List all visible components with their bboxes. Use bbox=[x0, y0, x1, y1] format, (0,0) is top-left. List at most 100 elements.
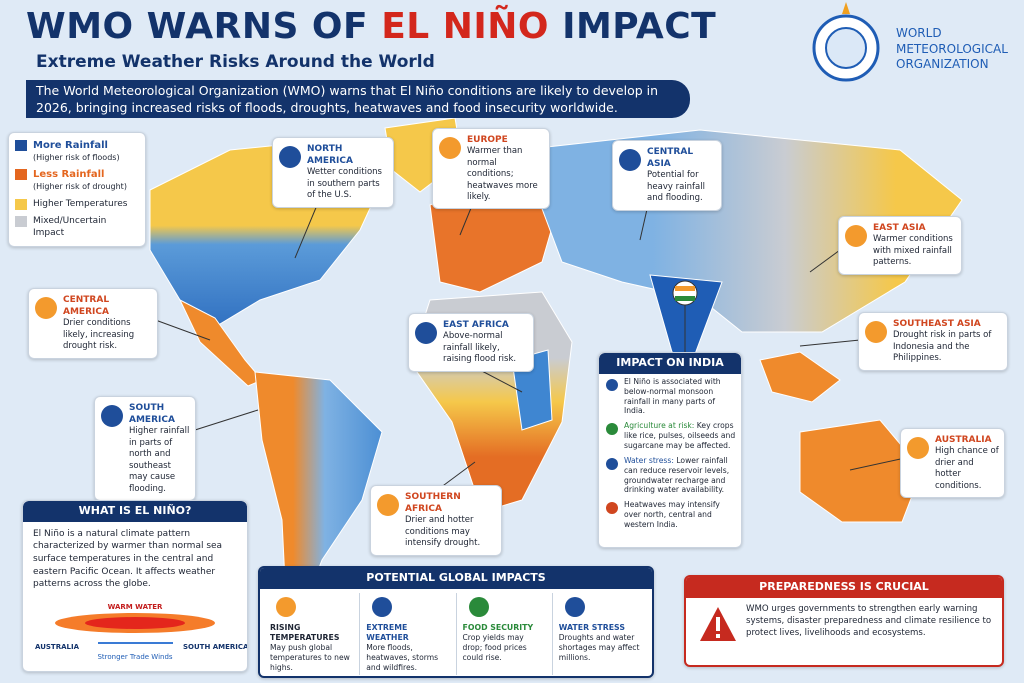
region-title: AUSTRALIA bbox=[935, 435, 992, 445]
legend-label: Mixed/Uncertain Impact bbox=[33, 215, 107, 238]
region-title: NORTH AMERICA bbox=[307, 144, 353, 167]
preparedness-box: PREPAREDNESS IS CRUCIAL WMO urges govern… bbox=[684, 575, 1004, 667]
region-title: CENTRAL ASIA bbox=[647, 147, 694, 170]
india-text: Key crops like rice, pulses, oilseeds an… bbox=[624, 421, 736, 450]
india-icon bbox=[606, 423, 618, 436]
india-lead: Agriculture at risk: bbox=[624, 421, 695, 431]
preparedness-title: PREPAREDNESS IS CRUCIAL bbox=[686, 577, 1002, 598]
impact-item: RISING TEMPERATURES May push global tempe… bbox=[264, 593, 359, 675]
preparedness-text: WMO urges governments to strengthen earl… bbox=[746, 604, 992, 639]
impact-item: FOOD SECURITY Crop yields may drop; food … bbox=[455, 592, 552, 675]
impact-title: WATER STRESS bbox=[558, 622, 625, 632]
impact-icon bbox=[276, 596, 296, 617]
region-text: Warmer than normal conditions; heatwaves… bbox=[467, 146, 538, 203]
title-highlight: EL NIÑO bbox=[381, 6, 550, 47]
india-text: El Niño is associated with below-normal … bbox=[624, 376, 721, 416]
intro: The World Meteorological Organization (W… bbox=[26, 80, 690, 118]
legend-swatch bbox=[15, 198, 27, 210]
legend-item: Less Rainfall (Higher risk of drought) bbox=[15, 168, 139, 192]
title-start: WMO WARNS OF bbox=[26, 6, 369, 47]
wmo-logo bbox=[812, 2, 880, 82]
warning-icon bbox=[700, 607, 736, 641]
impact-text: Droughts and water shortages may affect … bbox=[558, 632, 640, 662]
region-icon bbox=[619, 149, 641, 171]
region-callout: CENTRAL AMERICA Drier conditions likely, … bbox=[28, 288, 158, 359]
legend-label: Higher Temperatures bbox=[33, 198, 128, 209]
region-text: Drier conditions likely, increasing drou… bbox=[63, 318, 135, 352]
india-item: Heatwaves may intensify over north, cent… bbox=[604, 500, 736, 530]
what-is-box: WHAT IS EL NIÑO? El Niño is a natural cl… bbox=[22, 500, 248, 672]
region-icon bbox=[439, 137, 461, 159]
india-lead: Water stress: bbox=[624, 455, 674, 465]
impact-icon bbox=[468, 596, 489, 617]
india-icon bbox=[606, 378, 618, 391]
region-callout: EAST ASIA Warmer conditions with mixed ra… bbox=[838, 216, 962, 275]
impact-title: EXTREME WEATHER bbox=[366, 622, 409, 642]
left-label: AUSTRALIA bbox=[35, 643, 80, 651]
india-title: IMPACT ON INDIA bbox=[599, 353, 741, 374]
india-box: IMPACT ON INDIA El Niño is associated wi… bbox=[598, 352, 742, 548]
region-text: Above-normal rainfall likely, raising fl… bbox=[443, 331, 517, 365]
region-callout: SOUTHEAST ASIA Drought risk in parts of I… bbox=[858, 312, 1008, 371]
title-end: IMPACT bbox=[562, 6, 717, 47]
region-callout: AUSTRALIA High chance of drier and hotter… bbox=[900, 428, 1005, 499]
region-icon bbox=[279, 146, 301, 168]
impact-item: WATER STRESS Droughts and water shortages… bbox=[551, 592, 648, 675]
impact-icon bbox=[564, 596, 585, 617]
org-name: WORLD METEOROLOGICAL ORGANIZATION bbox=[896, 26, 1008, 73]
india-item: Water stress: Lower rainfall can reduce … bbox=[604, 456, 736, 495]
region-text: Wetter conditions in southern parts of t… bbox=[307, 167, 382, 201]
impact-item: EXTREME WEATHER More floods, heatwaves, s… bbox=[359, 592, 455, 675]
region-callout: EUROPE Warmer than normal conditions; hea… bbox=[432, 128, 550, 210]
impacts-box: POTENTIAL GLOBAL IMPACTS RISING TEMPERAT… bbox=[258, 566, 654, 678]
legend-swatch bbox=[15, 215, 27, 227]
region-title: EAST AFRICA bbox=[443, 320, 509, 330]
legend-item: Higher Temperatures bbox=[15, 198, 139, 210]
title: WMO WARNS OF EL NIÑO IMPACT bbox=[26, 6, 716, 47]
region-title: SOUTHEAST ASIA bbox=[893, 319, 981, 329]
india-flag bbox=[672, 280, 698, 306]
legend-label: More Rainfall bbox=[33, 140, 108, 151]
india-icon bbox=[606, 457, 618, 470]
region-icon bbox=[415, 322, 437, 344]
region-text: High chance of drier and hotter conditio… bbox=[935, 446, 999, 491]
legend-note: (Higher risk of floods) bbox=[33, 152, 120, 162]
region-callout: EAST AFRICA Above-normal rainfall likely,… bbox=[408, 313, 534, 372]
subtitle: Extreme Weather Risks Around the World bbox=[36, 52, 435, 72]
legend-item: More Rainfall (Higher risk of floods) bbox=[15, 139, 139, 163]
india-text: Lower rainfall can reduce reservoir leve… bbox=[624, 455, 730, 495]
region-icon bbox=[865, 321, 887, 343]
region-text: Drier and hotter conditions may intensif… bbox=[405, 515, 481, 549]
india-item: El Niño is associated with below-normal … bbox=[604, 377, 736, 416]
india-text: Heatwaves may intensify over north, cent… bbox=[624, 500, 720, 530]
region-icon bbox=[907, 437, 929, 459]
region-text: Higher rainfall in parts of north and so… bbox=[129, 426, 190, 494]
region-icon bbox=[101, 405, 123, 427]
impact-title: FOOD SECURITY bbox=[462, 622, 534, 632]
region-title: SOUTH AMERICA bbox=[129, 403, 175, 426]
what-is-text: El Niño is a natural climate pattern cha… bbox=[33, 528, 223, 590]
impact-text: May push global temperatures to new high… bbox=[270, 643, 350, 672]
warm-water-label: WARM WATER bbox=[108, 603, 163, 611]
region-text: Potential for heavy rainfall and floodin… bbox=[647, 170, 705, 204]
region-callout: SOUTHERN AFRICA Drier and hotter conditio… bbox=[370, 485, 502, 556]
legend-swatch bbox=[15, 169, 27, 181]
region-callout: NORTH AMERICA Wetter conditions in southe… bbox=[272, 137, 394, 208]
india-icon bbox=[606, 502, 618, 515]
legend-item: Mixed/Uncertain Impact bbox=[15, 215, 139, 239]
impacts-title: POTENTIAL GLOBAL IMPACTS bbox=[260, 568, 652, 589]
el-nino-diagram: WARM WATER AUSTRALIA SOUTH AMERICA Stron… bbox=[35, 603, 247, 661]
legend-swatch bbox=[15, 140, 27, 151]
region-callout: CENTRAL ASIA Potential for heavy rainfall… bbox=[612, 140, 722, 211]
what-is-title: WHAT IS EL NIÑO? bbox=[23, 501, 247, 522]
impact-text: Crop yields may drop; food prices could … bbox=[462, 632, 527, 662]
legend-note: (Higher risk of drought) bbox=[33, 181, 127, 191]
impact-icon bbox=[372, 596, 393, 617]
region-icon bbox=[377, 494, 399, 516]
region-title: SOUTHERN AFRICA bbox=[405, 492, 461, 515]
org-line: WORLD bbox=[896, 26, 942, 40]
impact-title: RISING TEMPERATURES bbox=[270, 622, 340, 642]
region-title: EAST ASIA bbox=[873, 223, 926, 233]
region-callout: SOUTH AMERICA Higher rainfall in parts of… bbox=[94, 396, 196, 502]
impact-text: More floods, heatwaves, storms and wildf… bbox=[366, 643, 439, 672]
